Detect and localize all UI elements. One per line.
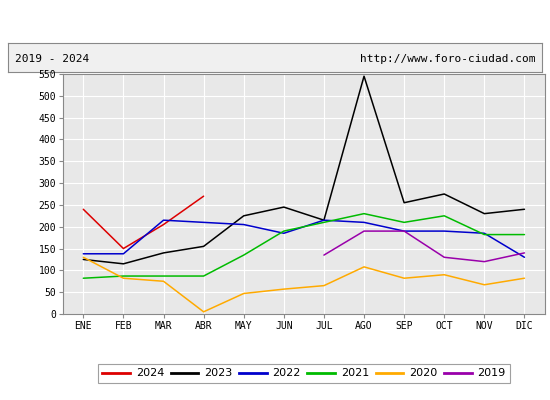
Text: Evolucion Nº Turistas Extranjeros en el municipio de Jaraicejo: Evolucion Nº Turistas Extranjeros en el … — [27, 15, 523, 28]
Text: 2019 - 2024: 2019 - 2024 — [15, 54, 89, 64]
Legend: 2024, 2023, 2022, 2021, 2020, 2019: 2024, 2023, 2022, 2021, 2020, 2019 — [98, 364, 510, 383]
Text: http://www.foro-ciudad.com: http://www.foro-ciudad.com — [360, 54, 535, 64]
